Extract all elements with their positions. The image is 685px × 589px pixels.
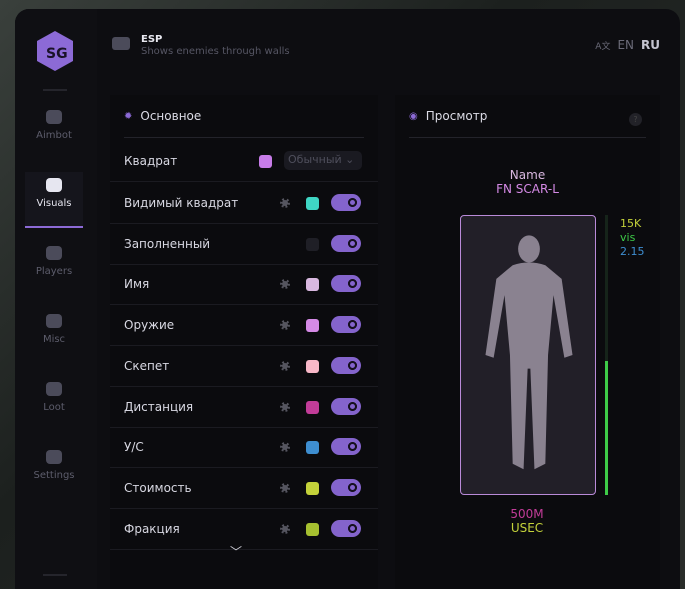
help-icon[interactable]: ?	[629, 113, 642, 126]
lang-ru[interactable]: RU	[641, 38, 660, 52]
toggle-switch[interactable]	[331, 356, 361, 374]
sidebar-item-label: Players	[35, 266, 73, 277]
divider	[43, 89, 67, 91]
list-icon	[46, 450, 62, 464]
sidebar-item-misc[interactable]: Misc	[25, 308, 83, 364]
preview-panel: ◉ Просмотр ? Name FN SCAR-L 15K vis 2.15 …	[395, 95, 660, 589]
sidebar-item-label: Misc	[42, 334, 66, 345]
player-model	[485, 235, 573, 470]
logo-icon: SG	[37, 31, 73, 71]
setting-label: Дистанция	[124, 399, 194, 414]
sidebar: SG Aimbot Visuals Players Misc Loot Settings	[15, 9, 97, 589]
color-swatch[interactable]	[306, 319, 319, 333]
setting-row: Дистанция	[110, 387, 378, 428]
color-swatch[interactable]	[306, 522, 319, 536]
sidebar-item-label: Aimbot	[36, 130, 72, 141]
gear-icon[interactable]	[280, 279, 290, 290]
section-title: Основное	[140, 109, 202, 123]
preview-value: 15K	[620, 217, 642, 230]
gear-icon[interactable]	[280, 198, 290, 208]
page-subtitle: Shows enemies through walls	[141, 46, 290, 57]
toggle-switch[interactable]	[331, 519, 361, 537]
setting-row: У/С	[110, 427, 378, 469]
lang-en[interactable]: EN	[617, 38, 635, 52]
preview-visible: vis	[620, 231, 636, 244]
preview-faction: USEC	[510, 521, 544, 535]
language-switcher: A文 EN RU	[595, 38, 660, 52]
setting-row: Стоимость	[110, 468, 378, 509]
toggle-switch[interactable]	[331, 397, 361, 415]
color-swatch[interactable]	[306, 441, 319, 455]
toggle-switch[interactable]	[331, 234, 361, 252]
section-title: Просмотр	[425, 109, 488, 123]
users-icon	[46, 246, 62, 260]
vr-headset-icon	[46, 178, 62, 192]
color-swatch[interactable]	[259, 155, 272, 168]
health-bar	[605, 215, 608, 495]
setting-label: Заполненный	[124, 236, 211, 251]
preview-distance: 500M	[510, 507, 544, 521]
sidebar-item-label: Visuals	[36, 198, 72, 209]
setting-label: Квадрат	[124, 154, 178, 168]
setting-row: Видимый квадрат	[110, 183, 378, 224]
sidebar-item-label: Loot	[43, 402, 65, 413]
setting-label: Скепет	[124, 358, 170, 373]
setting-label: Имя	[124, 277, 150, 292]
vr-headset-icon	[112, 37, 130, 50]
sidebar-item-label: Settings	[33, 470, 75, 481]
translate-icon: A文	[595, 41, 611, 52]
preview-weapon: FN SCAR-L	[496, 182, 559, 196]
sidebar-item-aimbot[interactable]: Aimbot	[25, 104, 83, 160]
sidebar-item-loot[interactable]: Loot	[25, 376, 83, 432]
main-settings-panel: ✹ Основное Квадрат Обычный ⌄ Видимый квад…	[110, 95, 378, 589]
svg-text:SG: SG	[46, 46, 68, 62]
page-title: ESP	[141, 34, 163, 45]
sidebar-item-settings[interactable]: Settings	[25, 444, 83, 500]
setting-label: У/С	[124, 440, 144, 455]
sidebar-item-visuals[interactable]: Visuals	[25, 172, 83, 228]
gear-icon[interactable]	[280, 523, 290, 534]
chevron-down-icon[interactable]: ﹀	[230, 545, 243, 559]
color-swatch[interactable]	[306, 400, 319, 414]
dots-icon	[46, 314, 62, 328]
setting-label: Оружие	[124, 318, 175, 333]
box-mode-select[interactable]: Обычный ⌄	[284, 151, 362, 170]
color-swatch[interactable]	[306, 197, 319, 210]
color-swatch[interactable]	[306, 359, 319, 373]
toggle-switch[interactable]	[331, 316, 361, 334]
setting-label: Стоимость	[124, 480, 192, 495]
setting-row-box: Квадрат Обычный ⌄	[110, 141, 378, 182]
gear-icon[interactable]	[280, 360, 290, 371]
setting-row: Заполненный	[110, 224, 378, 265]
setting-label: Видимый квадрат	[124, 196, 239, 210]
gear-icon[interactable]	[280, 482, 290, 493]
preview-name: Name	[509, 168, 546, 182]
eye-icon: ◉	[409, 110, 418, 122]
toggle-switch[interactable]	[331, 194, 361, 211]
setting-row: Скепет	[110, 346, 378, 387]
gear-icon[interactable]	[280, 401, 290, 412]
divider	[43, 574, 67, 576]
toggle-switch[interactable]	[331, 438, 361, 456]
app-window: SG Aimbot Visuals Players Misc Loot Settings …	[15, 9, 680, 589]
setting-row: Имя	[110, 264, 378, 306]
preview-kd: 2.15	[620, 245, 645, 258]
gear-icon[interactable]	[280, 442, 290, 453]
toggle-switch[interactable]	[331, 478, 361, 496]
color-swatch[interactable]	[306, 278, 319, 292]
alien-icon	[46, 110, 62, 124]
color-swatch[interactable]	[306, 481, 319, 495]
setting-label: Фракция	[124, 521, 180, 536]
toggle-switch[interactable]	[331, 275, 361, 293]
sidebar-item-players[interactable]: Players	[25, 240, 83, 296]
briefcase-icon	[46, 382, 62, 396]
setting-row: Оружие	[110, 305, 378, 347]
gear-icon: ✹	[124, 110, 133, 122]
gear-icon[interactable]	[280, 320, 290, 331]
setting-row: Фракция	[110, 509, 378, 550]
preview-box	[460, 215, 596, 495]
color-swatch[interactable]	[306, 237, 319, 251]
